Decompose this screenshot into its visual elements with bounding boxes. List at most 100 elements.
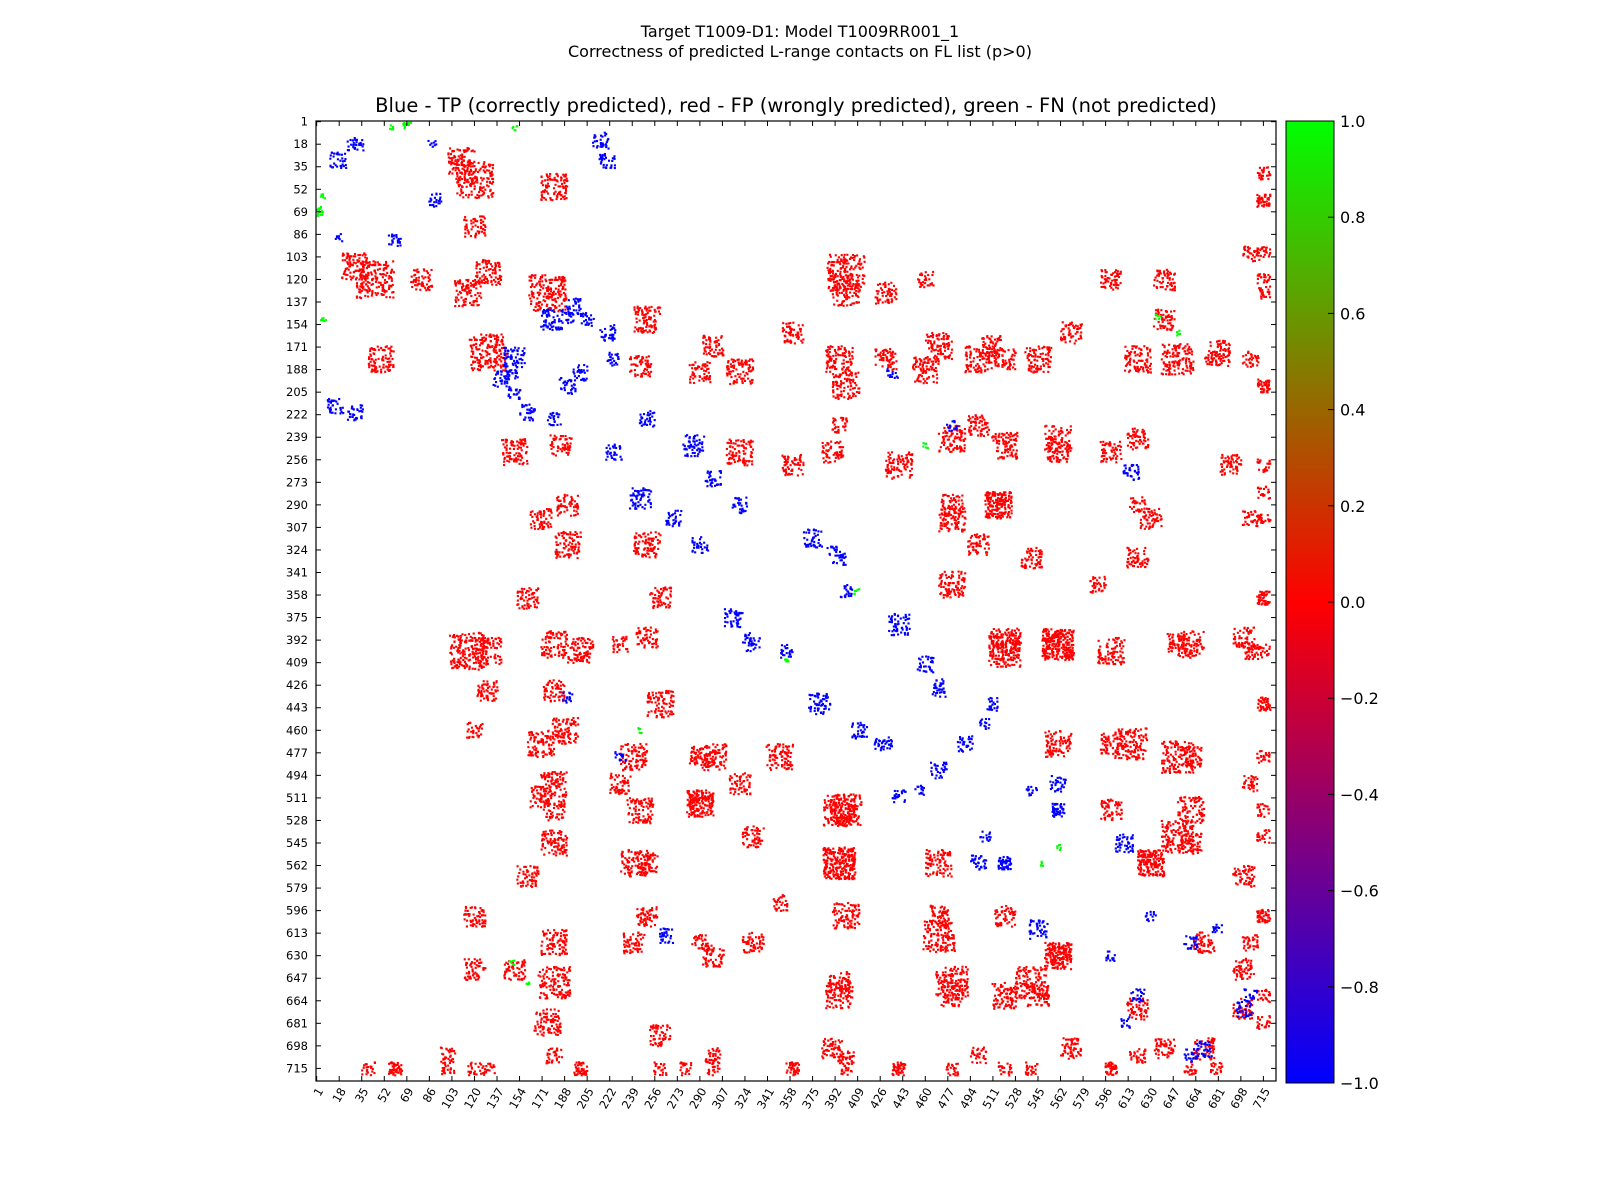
contact-cell — [431, 286, 433, 288]
contact-cell — [537, 309, 539, 311]
contact-cell — [751, 463, 753, 465]
contact-cell — [644, 798, 646, 800]
contact-cell — [958, 521, 960, 523]
contact-cell — [448, 162, 450, 164]
contact-cell — [367, 262, 369, 264]
contact-cell — [761, 840, 763, 842]
contact-cell — [375, 272, 377, 274]
contact-cell — [1021, 562, 1023, 564]
contact-cell — [653, 547, 655, 549]
contact-cell — [363, 281, 365, 283]
contact-cell — [564, 195, 566, 197]
contact-cell — [546, 175, 548, 177]
contact-cell — [837, 305, 839, 307]
contact-cell — [649, 630, 651, 632]
contact-cell — [367, 274, 369, 276]
contact-cell — [479, 277, 481, 279]
contact-cell — [560, 643, 562, 645]
contact-cell — [849, 258, 851, 260]
contact-cell — [851, 351, 853, 353]
contact-cell — [996, 450, 998, 452]
contact-cell — [746, 838, 748, 840]
contact-cell — [458, 305, 460, 307]
contact-cell — [543, 299, 545, 301]
contact-cell — [964, 444, 966, 446]
contact-cell — [837, 455, 839, 457]
contact-cell — [831, 275, 833, 277]
contact-cell — [530, 511, 532, 513]
contact-cell — [380, 371, 382, 373]
contact-cell — [551, 777, 553, 779]
contact-cell — [536, 519, 538, 521]
contact-cell — [847, 277, 849, 279]
contact-cell — [563, 537, 565, 539]
contact-cell — [755, 846, 757, 848]
contact-cell — [855, 372, 857, 374]
contact-cell — [497, 655, 499, 657]
contact-cell — [484, 226, 486, 228]
contact-cell — [573, 506, 575, 508]
contact-cell — [640, 639, 642, 641]
contact-cell — [990, 513, 992, 515]
contact-cell — [474, 224, 476, 226]
contact-cell — [483, 337, 485, 339]
contact-cell — [583, 652, 585, 654]
contact-cell — [856, 274, 858, 276]
contact-cell — [521, 590, 523, 592]
contact-cell — [491, 265, 493, 267]
contact-cell — [651, 550, 653, 552]
contact-cell — [702, 761, 704, 763]
contact-cell — [560, 198, 562, 200]
contact-cell — [825, 455, 827, 457]
contact-cell — [547, 183, 549, 185]
contact-cell — [735, 455, 737, 457]
contact-cell — [458, 666, 460, 668]
contact-cell — [498, 344, 500, 346]
contact-cell — [992, 440, 994, 442]
contact-cell — [750, 844, 752, 846]
contact-cell — [579, 652, 581, 654]
contact-cell — [378, 286, 380, 288]
contact-cell — [840, 456, 842, 458]
contact-cell — [560, 503, 562, 505]
contact-cell — [548, 514, 550, 516]
contact-cell — [429, 274, 431, 276]
contact-cell — [565, 295, 567, 297]
contact-cell — [571, 543, 573, 545]
contact-cell — [702, 363, 704, 365]
contact-cell — [1014, 439, 1016, 441]
contact-cell — [859, 824, 861, 826]
contact-cell — [648, 539, 650, 541]
contact-cell — [564, 743, 566, 745]
contact-cell — [565, 174, 567, 176]
contact-cell — [562, 443, 564, 445]
contact-cell — [639, 320, 641, 322]
contact-cell — [652, 607, 654, 609]
contact-cell — [748, 364, 750, 366]
contact-cell — [565, 781, 567, 783]
contact-cell — [658, 592, 660, 594]
contact-cell — [544, 293, 546, 295]
contact-cell — [478, 196, 480, 198]
contact-cell — [364, 278, 366, 280]
contact-cell — [715, 746, 717, 748]
contact-cell — [350, 255, 352, 257]
contact-cell — [575, 654, 577, 656]
contact-cell — [464, 290, 466, 292]
contact-cell — [787, 461, 789, 463]
contact-cell — [559, 778, 561, 780]
contact-cell — [546, 635, 548, 637]
contact-cell — [494, 270, 496, 272]
contact-cell — [503, 464, 505, 466]
contact-cell — [551, 783, 553, 785]
contact-cell — [960, 449, 962, 451]
contact-cell — [548, 297, 550, 299]
contact-cell — [373, 360, 375, 362]
contact-cell — [552, 292, 554, 294]
contact-cell — [536, 297, 538, 299]
contact-cell — [848, 355, 850, 357]
contact-cell — [534, 274, 536, 276]
contact-cell — [458, 662, 460, 664]
contact-cell — [635, 750, 637, 752]
contact-cell — [453, 640, 455, 642]
